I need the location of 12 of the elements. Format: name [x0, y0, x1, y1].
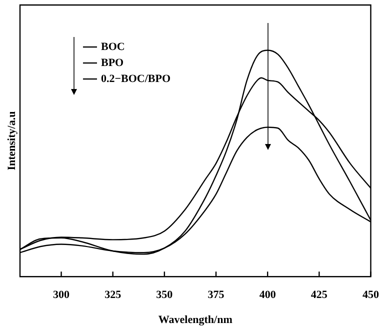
x-tick-label: 350 — [156, 289, 174, 302]
x-tick-label: 375 — [208, 289, 225, 302]
x-tick-label: 300 — [53, 289, 70, 302]
x-tick-label: 400 — [259, 289, 276, 302]
x-tick-label: 325 — [104, 289, 122, 302]
x-tick-label: 450 — [362, 289, 380, 302]
y-axis-title: Intensity/a.u — [6, 111, 18, 170]
legend-label: 0.2−BOC/BPO — [101, 72, 171, 85]
legend-label: BOC — [101, 40, 125, 53]
x-axis-title: Wavelength/nm — [158, 314, 232, 326]
legend-label: BPO — [101, 56, 124, 69]
x-tick-label: 425 — [310, 289, 328, 302]
